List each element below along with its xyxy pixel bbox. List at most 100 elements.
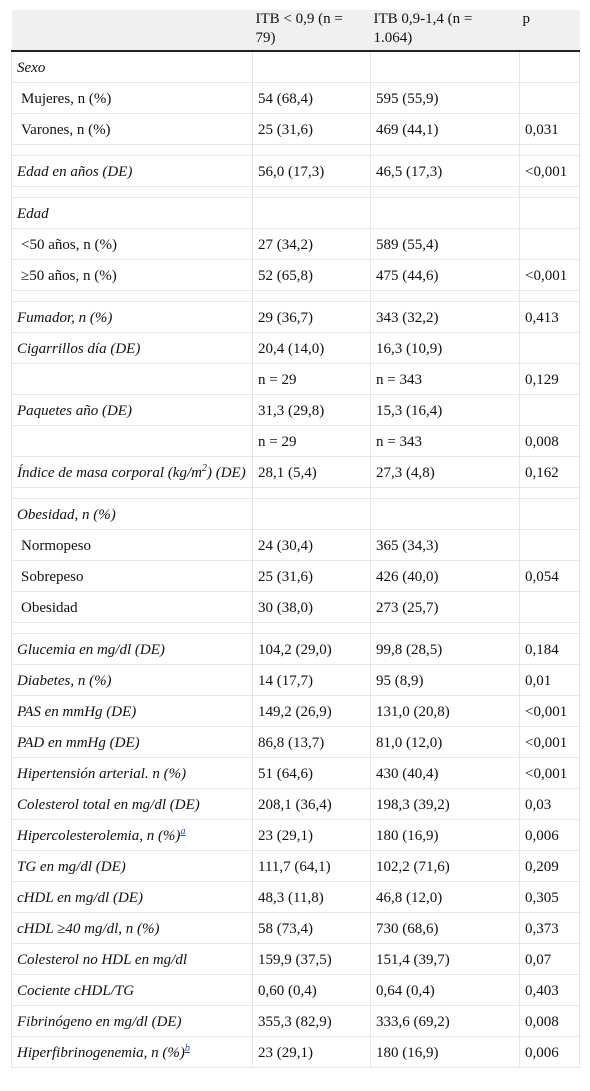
table-row: Glucemia en mg/dl (DE) 104,2 (29,0) 99,8 (… bbox=[11, 633, 580, 665]
value-cell: 0,031 bbox=[519, 113, 580, 145]
row-label: Varones, n (%) bbox=[11, 113, 253, 145]
value-cell: 51 (64,6) bbox=[252, 757, 371, 789]
table-row: Edad bbox=[11, 197, 580, 229]
label-text: Hiperfibrinogenemia, n (%) bbox=[17, 1045, 185, 1061]
empty-cell bbox=[519, 82, 580, 114]
spacer-cell bbox=[370, 290, 520, 302]
spacer-cell bbox=[519, 144, 580, 156]
value-cell: 102,2 (71,6) bbox=[370, 850, 520, 882]
table-row: n = 29 n = 343 0,008 bbox=[11, 425, 580, 457]
table-row: Obesidad 30 (38,0) 273 (25,7) bbox=[11, 591, 580, 623]
empty-cell bbox=[11, 425, 253, 457]
value-cell: 0,054 bbox=[519, 560, 580, 592]
label-text: ) (DE) bbox=[206, 465, 246, 481]
superscript: b bbox=[185, 1043, 190, 1054]
row-label: cHDL en mg/dl (DE) bbox=[11, 881, 253, 913]
header-cell: p bbox=[519, 10, 580, 52]
value-cell: 46,5 (17,3) bbox=[370, 155, 520, 187]
value-cell: 0,209 bbox=[519, 850, 580, 882]
row-label: Hipercolesterolemia, n (%)a bbox=[11, 819, 253, 851]
spacer-cell bbox=[370, 144, 520, 156]
table-row: Edad en años (DE) 56,0 (17,3) 46,5 (17,3) <… bbox=[11, 155, 580, 187]
footnote-link[interactable]: b bbox=[184, 1043, 190, 1054]
empty-cell bbox=[519, 197, 580, 229]
value-cell: 30 (38,0) bbox=[252, 591, 371, 623]
value-cell: 28,1 (5,4) bbox=[252, 456, 371, 488]
value-cell: 29 (36,7) bbox=[252, 301, 371, 333]
table-row: Hiperfibrinogenemia, n (%)b 23 (29,1) 180 … bbox=[11, 1036, 580, 1068]
value-cell: 99,8 (28,5) bbox=[370, 633, 520, 665]
label-text: Índice de masa corporal (kg/m bbox=[17, 465, 202, 481]
row-label: Mujeres, n (%) bbox=[11, 82, 253, 114]
row-label: Obesidad bbox=[11, 591, 253, 623]
row-label: TG en mg/dl (DE) bbox=[11, 850, 253, 882]
table-row: Fibrinógeno en mg/dl (DE) 355,3 (82,9) 333… bbox=[11, 1005, 580, 1037]
table-row: Normopeso 24 (30,4) 365 (34,3) bbox=[11, 529, 580, 561]
value-cell: n = 343 bbox=[370, 363, 520, 395]
table-row: Fumador, n (%) 29 (36,7) 343 (32,2) 0,413 bbox=[11, 301, 580, 333]
spacer-cell bbox=[370, 186, 520, 198]
row-label: PAS en mmHg (DE) bbox=[11, 695, 253, 727]
value-cell: 95 (8,9) bbox=[370, 664, 520, 696]
row-label: ≥50 años, n (%) bbox=[11, 259, 253, 291]
empty-cell bbox=[11, 363, 253, 395]
row-label: PAD en mmHg (DE) bbox=[11, 726, 253, 758]
table-row: PAS en mmHg (DE) 149,2 (26,9) 131,0 (20,8)… bbox=[11, 695, 580, 727]
value-cell: 343 (32,2) bbox=[370, 301, 520, 333]
value-cell: 0,008 bbox=[519, 1005, 580, 1037]
value-cell: 198,3 (39,2) bbox=[370, 788, 520, 820]
value-cell: 0,64 (0,4) bbox=[370, 974, 520, 1006]
spacer-cell bbox=[252, 144, 371, 156]
empty-cell bbox=[252, 50, 371, 83]
value-cell: 16,3 (10,9) bbox=[370, 332, 520, 364]
empty-cell bbox=[519, 394, 580, 426]
table-row: Colesterol no HDL en mg/dl 159,9 (37,5) 15… bbox=[11, 943, 580, 975]
row-label: Obesidad, n (%) bbox=[11, 498, 253, 530]
value-cell: 23 (29,1) bbox=[252, 819, 371, 851]
spacer-cell bbox=[11, 144, 253, 156]
value-cell: 0,305 bbox=[519, 881, 580, 913]
header-row: ITB < 0,9 (n = 79) ITB 0,9-1,4 (n = 1.064… bbox=[11, 10, 580, 52]
value-cell: 52 (65,8) bbox=[252, 259, 371, 291]
row-label: Edad en años (DE) bbox=[11, 155, 253, 187]
spacer-row bbox=[11, 622, 580, 634]
table-row: cHDL en mg/dl (DE) 48,3 (11,8) 46,8 (12,0)… bbox=[11, 881, 580, 913]
value-cell: 0,03 bbox=[519, 788, 580, 820]
value-cell: 104,2 (29,0) bbox=[252, 633, 371, 665]
spacer-cell bbox=[11, 622, 253, 634]
table-row: Mujeres, n (%) 54 (68,4) 595 (55,9) bbox=[11, 82, 580, 114]
table-row: Paquetes año (DE) 31,3 (29,8) 15,3 (16,4) bbox=[11, 394, 580, 426]
spacer-cell bbox=[11, 290, 253, 302]
value-cell: 54 (68,4) bbox=[252, 82, 371, 114]
empty-cell bbox=[519, 228, 580, 260]
value-cell: 151,4 (39,7) bbox=[370, 943, 520, 975]
row-label: Sobrepeso bbox=[11, 560, 253, 592]
value-cell: 0,373 bbox=[519, 912, 580, 944]
spacer-cell bbox=[370, 487, 520, 499]
table-row: Colesterol total en mg/dl (DE) 208,1 (36,… bbox=[11, 788, 580, 820]
value-cell: 0,129 bbox=[519, 363, 580, 395]
table-row: Obesidad, n (%) bbox=[11, 498, 580, 530]
table-header: ITB < 0,9 (n = 79) ITB 0,9-1,4 (n = 1.064… bbox=[11, 10, 580, 52]
footnote-link[interactable]: a bbox=[180, 826, 186, 837]
value-cell: n = 29 bbox=[252, 425, 371, 457]
value-cell: 365 (34,3) bbox=[370, 529, 520, 561]
row-label: Colesterol no HDL en mg/dl bbox=[11, 943, 253, 975]
value-cell: 0,184 bbox=[519, 633, 580, 665]
spacer-row bbox=[11, 186, 580, 198]
value-cell: 20,4 (14,0) bbox=[252, 332, 371, 364]
spacer-cell bbox=[11, 487, 253, 499]
value-cell: 14 (17,7) bbox=[252, 664, 371, 696]
empty-cell bbox=[252, 498, 371, 530]
value-cell: 595 (55,9) bbox=[370, 82, 520, 114]
value-cell: 475 (44,6) bbox=[370, 259, 520, 291]
value-cell: 0,006 bbox=[519, 1036, 580, 1068]
table-body: Sexo Mujeres, n (%) 54 (68,4) 595 (55,9) Var… bbox=[11, 50, 580, 1068]
spacer-cell bbox=[252, 487, 371, 499]
empty-cell bbox=[519, 50, 580, 83]
value-cell: 111,7 (64,1) bbox=[252, 850, 371, 882]
value-cell: <0,001 bbox=[519, 757, 580, 789]
row-label: cHDL ≥40 mg/dl, n (%) bbox=[11, 912, 253, 944]
value-cell: 27,3 (4,8) bbox=[370, 456, 520, 488]
row-label: Normopeso bbox=[11, 529, 253, 561]
